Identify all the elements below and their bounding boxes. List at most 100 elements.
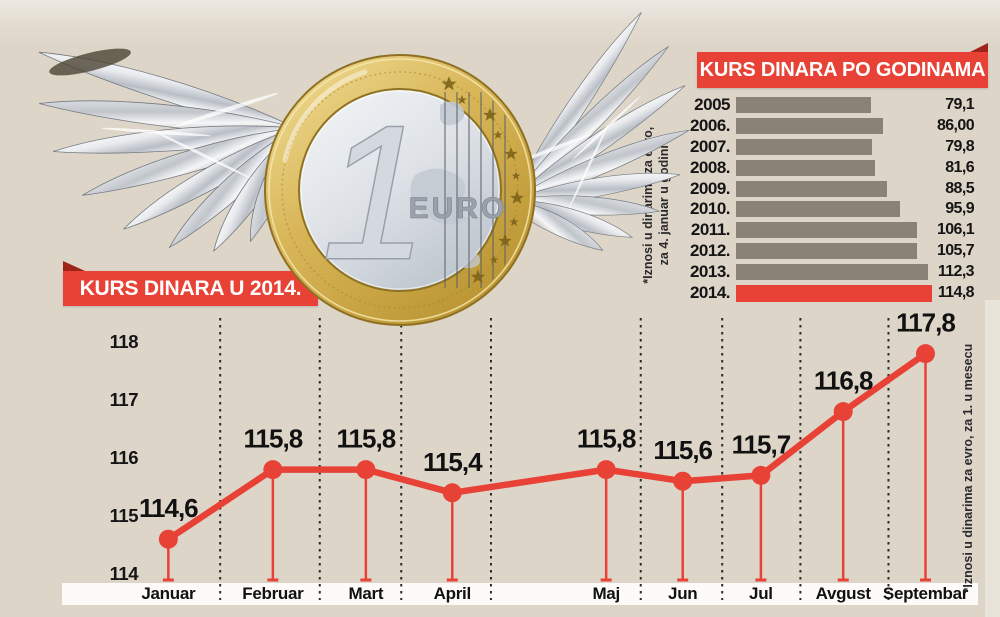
wing-feather — [509, 199, 634, 238]
bar-track — [736, 222, 934, 239]
coin-stars — [441, 76, 525, 284]
month-label-maj: Maj — [592, 584, 619, 603]
data-label-april: 115,4 — [423, 447, 483, 477]
bar-year-label: 2006. — [689, 116, 731, 136]
bar-row-2005: 2005 79,1 — [678, 95, 974, 116]
bar-fill — [736, 118, 883, 135]
bar-chart-footnote: *Iznosi u dinarima za evro, za 4. januar… — [640, 120, 673, 290]
bar-fill-highlight — [736, 284, 932, 302]
bar-fill — [736, 97, 871, 114]
ribbon-fold-icon — [970, 43, 988, 52]
bar-fill — [736, 263, 928, 280]
wing-gloss-streak — [572, 95, 641, 160]
bar-value-label: 112,3 — [937, 262, 975, 280]
bar-track — [736, 159, 934, 176]
data-point-april — [442, 483, 462, 503]
data-label-februar: 115,8 — [244, 424, 303, 454]
bar-value-label: 79,8 — [945, 137, 974, 155]
bar-year-label: 2012. — [689, 240, 731, 260]
bar-track — [736, 284, 934, 302]
y-axis-tick-label: 117 — [110, 389, 139, 410]
data-point-januar — [158, 529, 178, 549]
bar-year-label: 2009. — [689, 178, 731, 198]
data-label-januar: 114,6 — [139, 493, 198, 523]
bar-chart-footnote-line1: *Iznosi u dinarima za evro, — [640, 126, 655, 284]
bar-track — [736, 118, 934, 135]
wing-feather — [82, 127, 300, 196]
wing-feather — [38, 51, 297, 138]
bar-track — [736, 242, 934, 259]
bar-row-2014: 2014. 114,8 — [678, 282, 975, 303]
wing-feather — [123, 127, 302, 230]
data-label-jul: 115,7 — [732, 429, 791, 459]
month-label-januar: Januar — [141, 584, 196, 603]
y-axis-tick-label: 114 — [110, 563, 140, 584]
bar-value-label: 114,8 — [937, 283, 975, 301]
month-label-septembar: Septembar — [883, 584, 969, 603]
bar-row-2007: 2007. 79,8 — [678, 136, 975, 158]
data-point-septembar — [915, 344, 935, 364]
wing-feather — [511, 12, 642, 205]
bar-fill — [736, 242, 917, 259]
bar-value-label: 79,1 — [945, 96, 974, 114]
bar-chart-footnote-line2: za 4. januar u godini — [657, 145, 671, 266]
bar-value-label: 81,6 — [945, 158, 974, 176]
bar-value-label: 88,5 — [945, 179, 974, 197]
month-label-mart: Mart — [349, 584, 384, 603]
left-wing-icon — [38, 51, 305, 253]
bar-value-label: 95,9 — [945, 200, 974, 218]
bar-track — [736, 201, 934, 218]
bar-chart-by-year: 2005 79,1 2006. 86,00 2007. 79,8 2008. 81,6 2009… — [678, 95, 975, 303]
wing-gloss-streak — [173, 92, 279, 128]
bar-fill — [736, 222, 918, 239]
bar-row-2006: 2006. 86,00 — [678, 116, 975, 137]
wing-feather — [507, 199, 604, 251]
coin-map-art — [410, 92, 506, 288]
data-label-maj: 115,8 — [577, 424, 636, 454]
star-icon — [489, 255, 499, 264]
bar-fill — [736, 201, 900, 218]
bar-row-2013: 2013. 112,3 — [678, 261, 975, 282]
wing-feather — [39, 100, 297, 138]
bar-track — [736, 180, 934, 197]
wing-gloss-streak — [151, 129, 251, 179]
bar-year-label: 2008. — [689, 157, 731, 177]
bar-year-label: 2007. — [689, 136, 731, 156]
month-strip — [62, 583, 978, 605]
star-icon — [493, 130, 503, 139]
data-label-mart: 115,8 — [337, 424, 396, 454]
data-label-jun: 115,6 — [653, 435, 712, 465]
bar-row-2012: 2012. 105,7 — [678, 240, 975, 262]
wing-feather — [510, 195, 661, 216]
bar-fill — [736, 180, 888, 197]
wing-dark-reflection — [49, 48, 131, 76]
bar-year-label: 2010. — [689, 199, 731, 219]
bar-track — [736, 97, 934, 114]
bar-year-label: 2013. — [689, 261, 731, 281]
star-icon — [482, 107, 498, 121]
wing-gloss-streak — [504, 133, 593, 168]
star-icon — [504, 147, 518, 160]
star-icon — [509, 217, 519, 226]
star-icon — [509, 190, 525, 204]
line-chart-title-banner: KURS DINARA U 2014. — [63, 261, 318, 306]
bar-year-label: 2011. — [690, 220, 731, 240]
wing-feather — [53, 125, 298, 154]
month-label-jun: Jun — [668, 584, 697, 603]
month-label-april: April — [434, 584, 471, 603]
wing-feather — [213, 127, 305, 253]
line-chart-footnote: *Iznosi u dinarima za evro, za 1. u mese… — [960, 343, 975, 593]
month-label-avgust: Avgust — [816, 584, 872, 603]
bar-value-label: 106,1 — [936, 221, 975, 239]
coin-currency-label: EURO — [409, 192, 508, 225]
y-axis-tick-label: 115 — [110, 505, 139, 526]
data-label-avgust: 116,8 — [814, 366, 873, 396]
y-axis-tick-label: 116 — [110, 447, 139, 468]
bar-chart-title: KURS DINARA PO GODINAMA — [699, 58, 986, 81]
wing-gloss-streak — [568, 123, 609, 209]
y-axis-tick-label: 118 — [110, 331, 139, 352]
bar-value-label: 86,00 — [936, 117, 975, 135]
data-label-septembar: 117,8 — [896, 308, 955, 338]
